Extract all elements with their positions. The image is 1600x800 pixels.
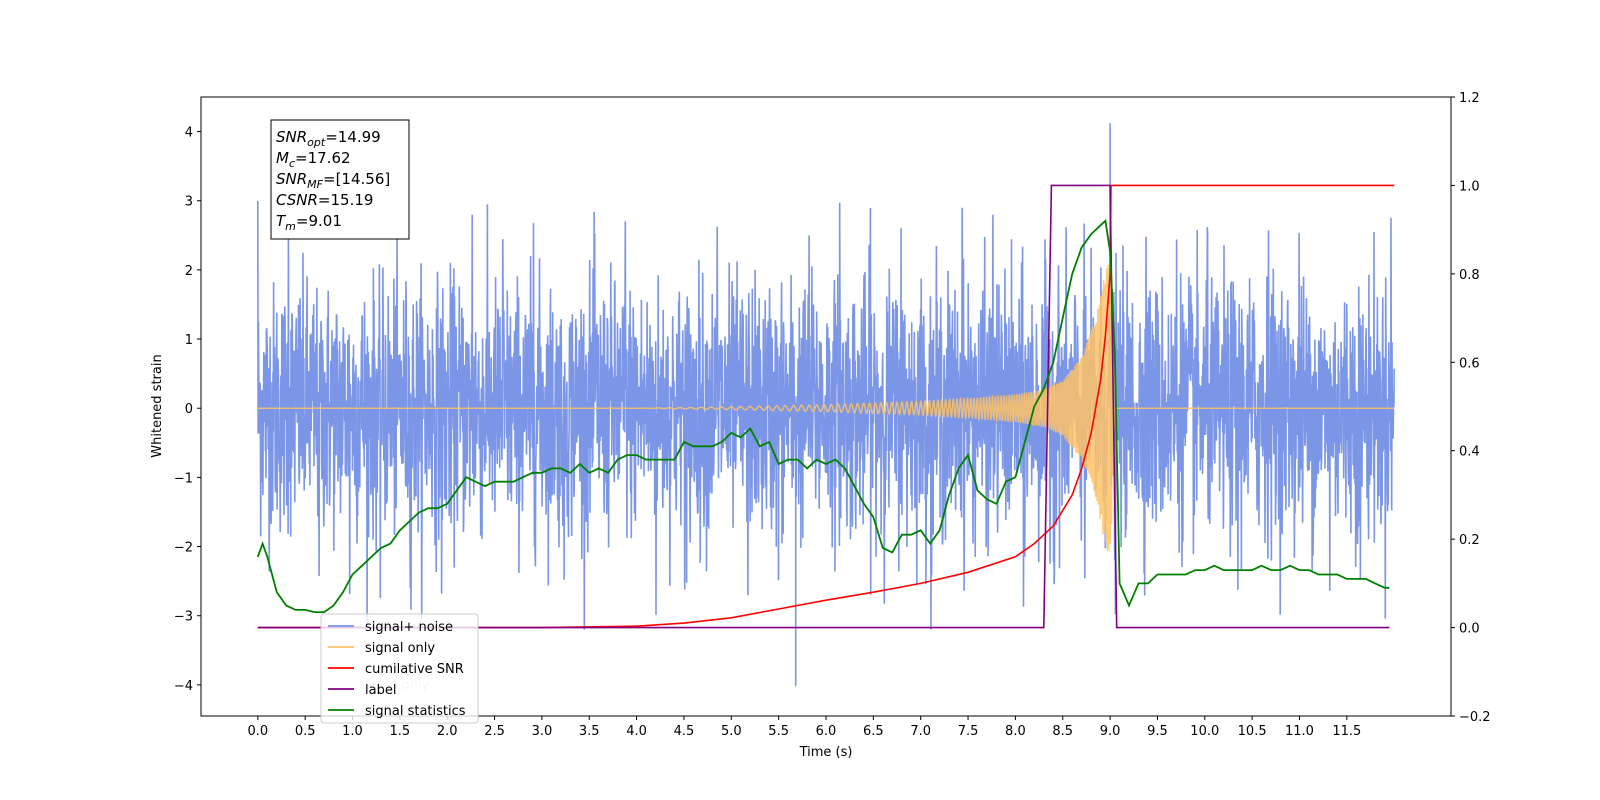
x-tick-label: 10.5: [1238, 724, 1267, 739]
y-tick-label: −4: [174, 679, 193, 694]
info-line-value: =17.62: [295, 149, 351, 167]
x-tick-label: 2.0: [437, 724, 458, 739]
x-tick-label: 11.5: [1332, 724, 1361, 739]
y-tick-label: −1: [174, 471, 193, 486]
y-tick-label: 1: [185, 333, 193, 348]
info-line-value: =15.19: [318, 191, 374, 209]
info-line-symbol: T: [276, 212, 287, 230]
x-tick-label: 3.0: [532, 724, 553, 739]
y2-tick-label: 1.2: [1459, 91, 1480, 106]
y-tick-label: 0: [185, 402, 193, 417]
info-line: SNRopt=14.99: [276, 128, 381, 149]
y-tick-label: 3: [185, 195, 193, 210]
info-line-value: =9.01: [296, 212, 342, 230]
x-tick-label: 1.5: [390, 724, 411, 739]
y-axis-right: 1.2 1.0 0.8 0.6 0.4 0.2 0.0 −0.2: [1451, 91, 1491, 725]
series-label: [257, 184, 1390, 629]
legend-entry-label: label: [365, 683, 396, 698]
y2-tick-label: 0.6: [1459, 356, 1480, 371]
x-tick-label: 9.5: [1147, 724, 1168, 739]
legend-entry-label: signal statistics: [365, 704, 466, 719]
series-signal-only: [257, 264, 1395, 552]
series-cumulative-snr: [257, 184, 1395, 629]
info-line-value: =[14.56]: [323, 170, 390, 188]
y-axis-left: 4 3 2 1 0 −1 −2 −3 −4: [174, 126, 201, 694]
x-tick-label: 0.0: [247, 724, 268, 739]
x-tick-label: 8.5: [1052, 724, 1073, 739]
info-line: SNRMF=[14.56]: [276, 170, 390, 191]
series-signal-noise: [257, 123, 1395, 687]
x-axis-label: Time (s): [799, 745, 853, 760]
y-tick-label: 4: [185, 126, 193, 141]
legend-frame: [320, 613, 479, 724]
info-line-symbol: M: [276, 149, 289, 167]
y2-tick-label: 0.2: [1459, 533, 1480, 548]
x-tick-label: 6.0: [816, 724, 837, 739]
x-tick-label: 2.5: [484, 724, 505, 739]
info-box-frame: [270, 119, 410, 240]
y-tick-label: −3: [174, 610, 193, 625]
x-tick-label: 4.5: [674, 724, 695, 739]
info-line-subscript: c: [289, 157, 295, 170]
info-line-value: =14.99: [325, 128, 381, 146]
x-tick-label: 1.0: [342, 724, 363, 739]
series-signal-statistics: [256, 218, 1390, 613]
x-tick-label: 9.0: [1100, 724, 1121, 739]
info-line-symbol: SNR: [276, 170, 307, 188]
y2-tick-label: 0.0: [1459, 622, 1480, 637]
y2-tick-label: 0.8: [1459, 268, 1480, 283]
x-tick-label: 6.5: [863, 724, 884, 739]
x-tick-label: 5.5: [768, 724, 789, 739]
info-line: CSNR=15.19: [276, 191, 373, 209]
x-tick-label: 11.0: [1285, 724, 1314, 739]
y2-tick-label: 0.4: [1459, 445, 1480, 460]
y-tick-label: 2: [185, 264, 193, 279]
info-annotation-box: SNRopt=14.99Mc=17.62SNRMF=[14.56]CSNR=15…: [270, 119, 410, 240]
x-tick-label: 0.5: [295, 724, 316, 739]
info-line-symbol: SNR: [276, 128, 307, 146]
info-line-subscript: opt: [307, 136, 326, 149]
info-line-subscript: m: [285, 220, 296, 233]
x-tick-label: 5.0: [721, 724, 742, 739]
series-layer: [256, 123, 1395, 687]
x-tick-label: 4.0: [626, 724, 647, 739]
x-axis: 0.0 0.5 1.0 1.5 2.0 2.5 3.0 3.5 4.0 4.5 5.0 5.5 6.0 6…: [247, 716, 1361, 739]
legend-entry-label: cumilative SNR: [365, 662, 464, 677]
info-line: Mc=17.62: [276, 149, 351, 170]
y-tick-label: −2: [174, 541, 193, 556]
y-axis-label: Whitened strain: [150, 354, 165, 457]
info-line: Tm=9.01: [276, 212, 342, 233]
y2-tick-label: −0.2: [1459, 710, 1491, 725]
x-tick-label: 8.0: [1005, 724, 1026, 739]
info-line-subscript: MF: [307, 178, 323, 191]
x-tick-label: 10.0: [1190, 724, 1219, 739]
legend-entry-label: signal+ noise: [365, 620, 453, 635]
legend-entry-label: signal only: [365, 641, 435, 656]
x-tick-label: 7.5: [958, 724, 979, 739]
info-line-symbol: CSNR: [276, 191, 318, 209]
y2-tick-label: 1.0: [1459, 179, 1480, 194]
x-tick-label: 7.0: [910, 724, 931, 739]
x-tick-label: 3.5: [579, 724, 600, 739]
